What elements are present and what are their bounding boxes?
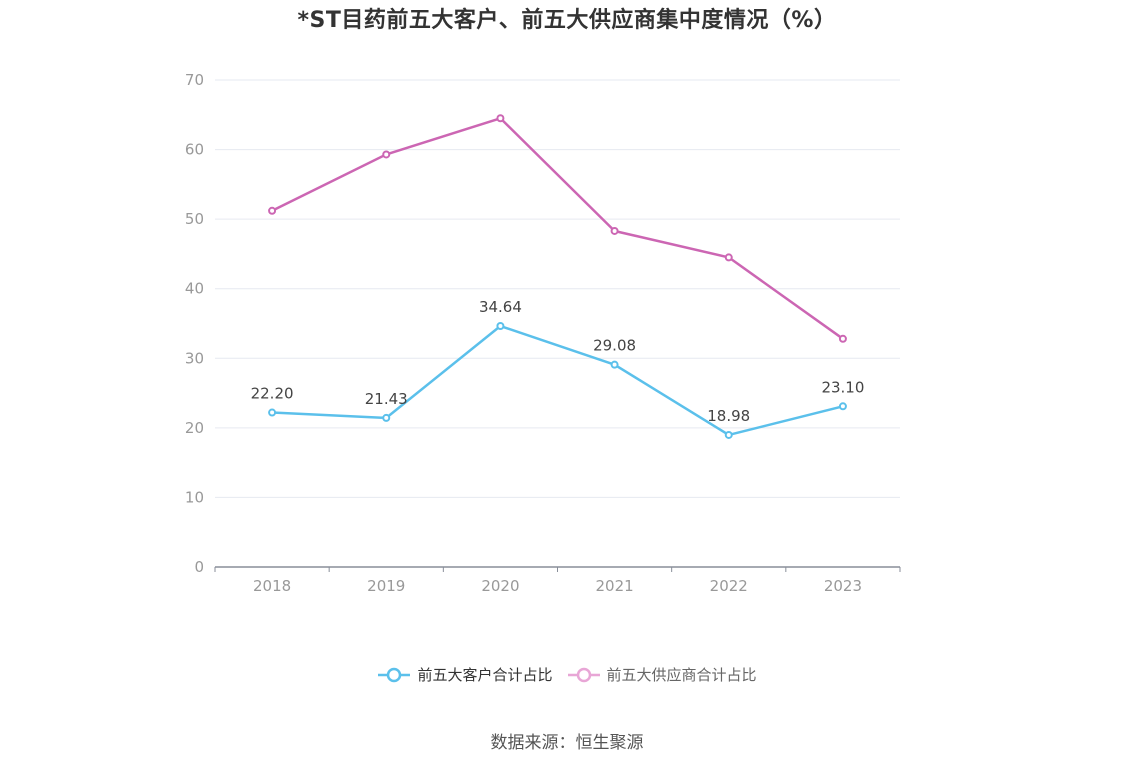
data-point bbox=[838, 334, 847, 343]
data-point bbox=[724, 430, 733, 439]
chart-title: *ST目药前五大客户、前五大供应商集中度情况（%） bbox=[297, 8, 837, 33]
legend-marker-suppliers-icon bbox=[567, 667, 600, 682]
x-tick-label: 2022 bbox=[710, 577, 748, 595]
data-point bbox=[496, 114, 505, 123]
legend-item-suppliers[interactable]: 前五大供应商合计占比 bbox=[567, 664, 757, 685]
y-tick-label: 0 bbox=[194, 558, 204, 576]
data-point bbox=[838, 402, 847, 411]
x-tick-label: 2018 bbox=[253, 577, 291, 595]
y-tick-label: 40 bbox=[185, 280, 204, 298]
x-tick-label: 2019 bbox=[367, 577, 405, 595]
y-tick-label: 30 bbox=[185, 349, 204, 367]
data-point bbox=[382, 150, 391, 159]
data-label: 34.64 bbox=[479, 298, 522, 316]
x-tick-label: 2021 bbox=[595, 577, 633, 595]
data-point bbox=[610, 360, 619, 369]
legend-label-suppliers: 前五大供应商合计占比 bbox=[606, 666, 757, 684]
legend: 前五大客户合计占比 前五大供应商合计占比 bbox=[0, 664, 1134, 685]
data-point bbox=[496, 322, 505, 331]
y-tick-label: 20 bbox=[185, 419, 204, 437]
data-point bbox=[610, 226, 619, 235]
y-tick-label: 10 bbox=[185, 488, 204, 506]
data-label: 23.10 bbox=[821, 378, 864, 396]
x-tick-label: 2023 bbox=[824, 577, 862, 595]
legend-item-customers[interactable]: 前五大客户合计占比 bbox=[377, 664, 553, 685]
data-label: 21.43 bbox=[365, 390, 408, 408]
series-line bbox=[271, 117, 844, 340]
data-source-note: 数据来源：恒生聚源 bbox=[490, 733, 644, 753]
data-point bbox=[268, 408, 277, 417]
series-line bbox=[272, 324, 844, 437]
data-label: 29.08 bbox=[593, 337, 636, 355]
y-tick-label: 50 bbox=[185, 210, 204, 228]
data-point bbox=[382, 413, 391, 422]
x-tick-label: 2020 bbox=[481, 577, 519, 595]
data-label: 18.98 bbox=[707, 407, 750, 425]
y-tick-label: 70 bbox=[185, 71, 204, 89]
data-point bbox=[268, 206, 277, 215]
y-tick-label: 60 bbox=[185, 141, 204, 159]
data-point bbox=[724, 253, 733, 262]
legend-marker-customers-icon bbox=[378, 667, 411, 682]
legend-label-customers: 前五大客户合计占比 bbox=[417, 666, 553, 684]
data-label: 22.20 bbox=[251, 385, 294, 403]
